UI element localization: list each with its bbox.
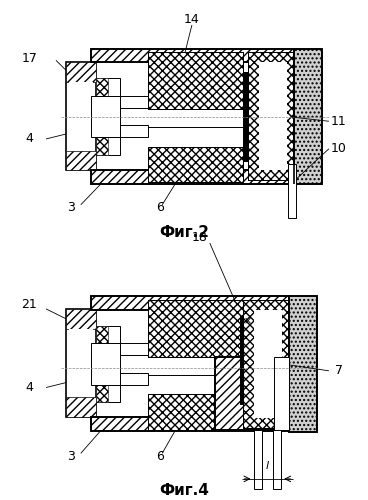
Bar <box>91 170 294 184</box>
Bar <box>91 296 289 310</box>
Bar <box>91 355 235 374</box>
Bar <box>148 300 243 357</box>
Bar <box>91 417 289 431</box>
Text: 4: 4 <box>25 381 33 394</box>
Bar <box>294 48 322 184</box>
Bar <box>91 108 264 127</box>
Bar <box>215 357 274 430</box>
Bar <box>96 326 107 344</box>
Text: l: l <box>266 461 269 471</box>
Bar <box>273 430 281 488</box>
Bar <box>69 328 93 398</box>
Bar <box>288 164 296 218</box>
Bar <box>66 309 96 417</box>
Text: 18: 18 <box>192 230 208 243</box>
Bar <box>69 82 93 150</box>
Bar <box>96 384 120 402</box>
Text: 3: 3 <box>67 450 75 463</box>
Bar <box>96 137 120 154</box>
Bar <box>274 357 289 430</box>
Bar <box>148 147 243 182</box>
Bar <box>91 96 120 137</box>
Bar <box>240 316 269 404</box>
Bar <box>91 296 289 310</box>
Bar <box>120 373 148 384</box>
Bar <box>254 310 282 418</box>
Bar <box>254 430 262 488</box>
Bar <box>91 48 294 62</box>
Bar <box>148 394 243 430</box>
Bar <box>289 296 317 432</box>
Text: Фиг.2: Фиг.2 <box>159 225 209 240</box>
Bar <box>91 170 294 184</box>
Bar <box>66 398 96 417</box>
Bar <box>66 150 96 171</box>
Bar <box>91 48 294 62</box>
Text: 4: 4 <box>25 132 33 145</box>
Bar <box>91 417 289 431</box>
Bar <box>91 344 120 384</box>
Bar <box>120 96 148 108</box>
Bar <box>96 78 107 96</box>
Text: 21: 21 <box>21 298 37 310</box>
Text: 3: 3 <box>67 201 75 214</box>
Bar <box>148 147 243 182</box>
Text: ×: × <box>244 316 252 326</box>
Text: 11: 11 <box>331 115 347 128</box>
Bar <box>215 357 274 430</box>
Bar <box>148 52 243 110</box>
Bar <box>259 62 287 170</box>
Bar <box>96 326 120 344</box>
Bar <box>66 309 96 328</box>
Bar <box>66 62 96 170</box>
Text: Фиг.4: Фиг.4 <box>159 483 209 498</box>
Bar <box>148 52 243 110</box>
Bar <box>148 394 243 430</box>
Bar <box>294 48 322 184</box>
Bar <box>243 300 289 428</box>
Text: 10: 10 <box>331 142 347 156</box>
Bar <box>248 52 294 180</box>
Bar <box>289 296 317 432</box>
Text: 6: 6 <box>156 450 164 463</box>
Bar <box>96 384 107 402</box>
Bar <box>66 62 96 82</box>
Text: 14: 14 <box>184 12 200 26</box>
Bar <box>120 344 148 355</box>
Bar <box>243 300 289 428</box>
Text: 7: 7 <box>335 364 343 378</box>
Bar <box>148 300 243 357</box>
Text: 6: 6 <box>156 201 164 214</box>
Bar <box>120 125 148 137</box>
Text: 17: 17 <box>21 52 37 65</box>
Bar <box>248 52 294 180</box>
Bar <box>96 78 120 96</box>
Bar <box>96 137 107 154</box>
Bar <box>243 72 272 160</box>
